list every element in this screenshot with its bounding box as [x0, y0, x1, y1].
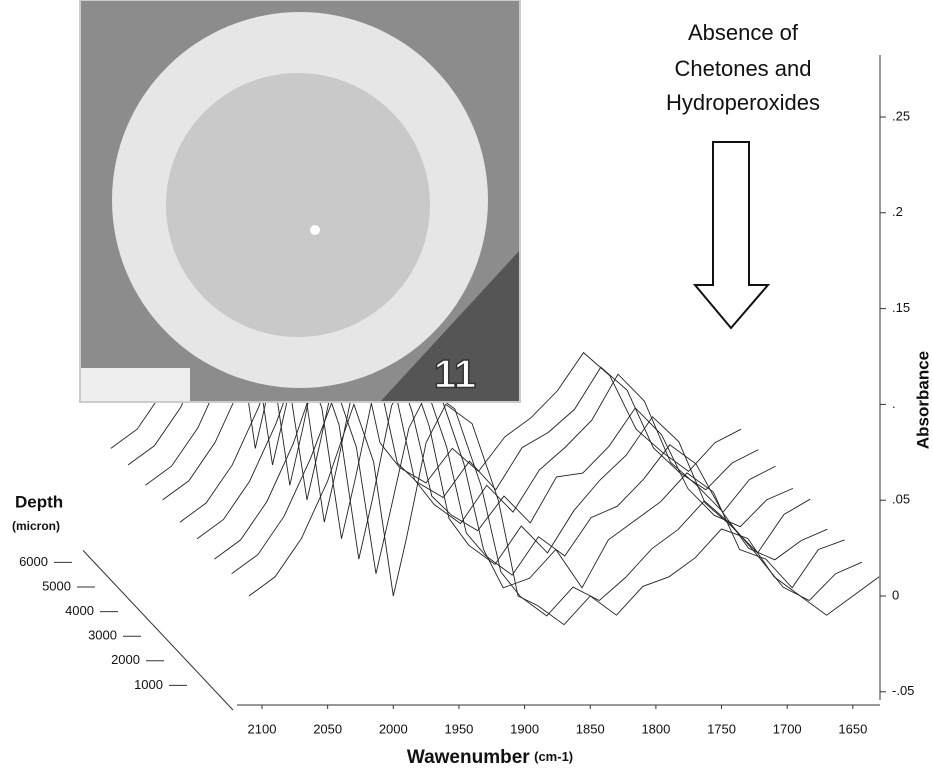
x-tick-label: 1950: [444, 721, 473, 736]
y-tick-label: .25: [892, 108, 910, 123]
x-tick-label: 2000: [379, 721, 408, 736]
depth-tick-label: 6000: [19, 554, 48, 569]
annotation-line: Absence of: [688, 20, 799, 45]
cup-inner: [166, 73, 430, 337]
depth-tick-label: 2000: [111, 652, 140, 667]
arrow: [692, 141, 771, 330]
x-axis-label: Wawenumber (cm-1): [407, 747, 573, 768]
depth-tick-label: 5000: [42, 578, 71, 593]
annotation-line: Chetones and: [675, 56, 812, 81]
x-tick-label: 1650: [838, 721, 867, 736]
y-tick-label: -.05: [892, 683, 914, 698]
x-axis-unit: (cm-1): [534, 749, 573, 764]
x-tick-label: 2050: [313, 721, 342, 736]
x-tick-label: 2100: [248, 721, 277, 736]
y-tick-label: .: [892, 396, 896, 411]
photo-label: 11: [434, 353, 476, 397]
depth-tick-label: 4000: [65, 603, 94, 618]
photo-patch: [80, 368, 190, 402]
spectrum: [248, 403, 880, 626]
annotation-line: Hydroperoxides: [666, 90, 820, 115]
x-tick-label: 1900: [510, 721, 539, 736]
x-tick-label: 1700: [773, 721, 802, 736]
depth-tick-label: 3000: [88, 628, 117, 643]
photo-shadow: [380, 250, 520, 402]
photo-frame: [79, 0, 521, 403]
y-tick-label: .15: [892, 300, 910, 315]
cup-highlight: [310, 225, 320, 235]
x-axis-label-text: Wawenumber: [407, 747, 530, 768]
x-tick-label: 1800: [641, 721, 670, 736]
y-axis-label: Absorbance: [913, 351, 932, 449]
annotation: Absence of Chetones and Hydroperoxides: [666, 20, 820, 330]
x-tick-label: 1750: [707, 721, 736, 736]
depth-tick-label: 1000: [134, 677, 163, 692]
spectrum: [231, 388, 863, 617]
depth-axis-line: [82, 550, 234, 711]
photo: 11: [79, 0, 521, 403]
y-tick-label: 0: [892, 587, 899, 602]
y-tick-label: .05: [892, 492, 910, 507]
depth-label: Depth: [15, 492, 63, 511]
y-tick-label: .2: [892, 204, 903, 219]
x-tick-label: 1850: [576, 721, 605, 736]
depth-unit: (micron): [12, 519, 60, 533]
